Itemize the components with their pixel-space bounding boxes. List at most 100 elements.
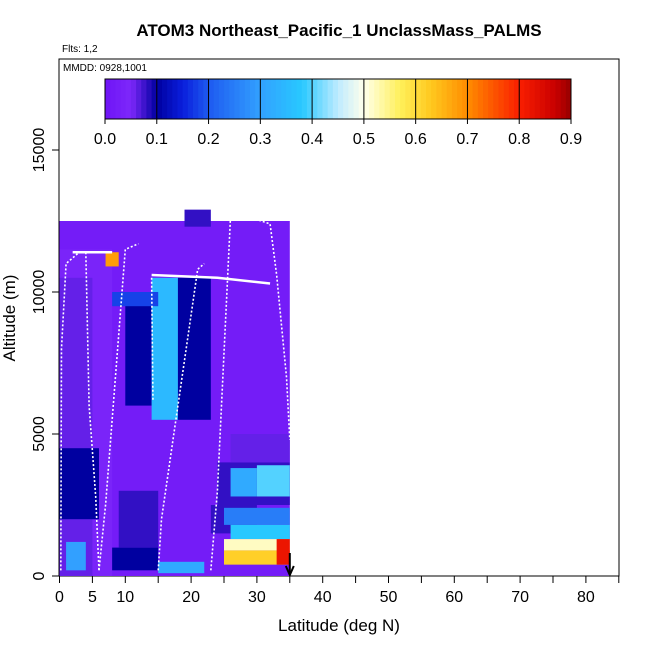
colorbar-segment: [508, 79, 515, 119]
colorbar-segment: [343, 79, 349, 119]
colorbar-segment: [146, 79, 153, 119]
colorbar-segment: [415, 79, 422, 119]
heatmap-cell: [230, 524, 290, 540]
colorbar-segment: [177, 79, 184, 119]
colorbar-segment: [198, 79, 204, 119]
colorbar-segment: [105, 79, 111, 119]
colorbar-segment: [120, 79, 127, 119]
heatmap-cell: [184, 209, 211, 227]
colorbar-segment: [555, 79, 562, 119]
colorbar-segment: [110, 79, 116, 119]
colorbar-segment: [394, 79, 401, 119]
latitude-arrow: [284, 553, 295, 578]
x-axis-label: Latitude (deg N): [278, 616, 400, 635]
colorbar-segment: [560, 79, 567, 119]
heatmap-cell: [105, 252, 119, 267]
flight-track: [151, 273, 271, 285]
y-axis-label: Altitude (m): [0, 275, 19, 362]
heatmap-cell: [224, 550, 290, 565]
colorbar-segment: [234, 79, 241, 119]
colorbar-tick-label: 0.7: [456, 131, 478, 148]
colorbar-segment: [353, 79, 360, 119]
colorbar-segment: [296, 79, 303, 119]
y-tick-label: 15000: [31, 128, 48, 173]
colorbar-segment: [306, 79, 313, 119]
colorbar-segment: [286, 79, 292, 119]
x-tick-label: 80: [577, 589, 595, 606]
colorbar-segment: [498, 79, 505, 119]
colorbar-segment: [550, 79, 556, 119]
colorbar-segment: [441, 79, 448, 119]
chart-title: ATOM3 Northeast_Pacific_1 UnclassMass_PA…: [136, 21, 541, 40]
colorbar-segment: [301, 79, 308, 119]
colorbar-segment: [291, 79, 298, 119]
colorbar-segment: [358, 79, 365, 119]
colorbar: [104, 78, 572, 120]
colorbar-segment: [482, 79, 489, 119]
colorbar-segment: [457, 79, 463, 119]
colorbar-segment: [420, 79, 427, 119]
colorbar-segment: [431, 79, 437, 119]
colorbar-segment: [161, 79, 168, 119]
colorbar-segment: [239, 79, 246, 119]
colorbar-segment: [472, 79, 479, 119]
colorbar-segment: [270, 79, 277, 119]
x-tick-label: 0: [55, 589, 64, 606]
colorbar-segment: [426, 79, 432, 119]
colorbar-segment: [524, 79, 531, 119]
heatmap-cell: [224, 507, 290, 525]
colorbar-segment: [477, 79, 484, 119]
flights-label: Flts: 1,2: [62, 44, 98, 55]
colorbar-segment: [312, 79, 318, 119]
colorbar-segment: [451, 79, 458, 119]
colorbar-segment: [136, 79, 142, 119]
x-tick-label: 70: [511, 589, 529, 606]
colorbar-segment: [436, 79, 443, 119]
colorbar-segment: [369, 79, 375, 119]
colorbar-segment: [327, 79, 334, 119]
flight-track: [98, 242, 139, 571]
colorbar-segment: [275, 79, 282, 119]
heatmap-cell: [224, 539, 290, 551]
colorbar-segment: [172, 79, 178, 119]
y-tick-label: 10000: [31, 270, 48, 315]
colorbar-segment: [389, 79, 396, 119]
heatmap-cell: [112, 547, 159, 571]
colorbar-segment: [255, 79, 261, 119]
colorbar-tick-label: 0.4: [301, 131, 323, 148]
colorbar-segment: [224, 79, 230, 119]
colorbar-segment: [462, 79, 468, 119]
x-tick-label: 10: [116, 589, 134, 606]
colorbar-segment: [125, 79, 132, 119]
y-tick-label: 5000: [31, 416, 48, 452]
x-tick-label: 30: [248, 589, 266, 606]
y-tick-label: 0: [31, 571, 48, 580]
flight-track: [150, 277, 154, 400]
x-axis: 0 5 10 20 30 40 50 60 70 80: [55, 576, 620, 606]
heatmap-cell: [276, 539, 290, 565]
colorbar-tick-label: 0.3: [249, 131, 271, 148]
colorbar-segment: [384, 79, 391, 119]
colorbar-segment: [400, 79, 406, 119]
colorbar-segment: [193, 79, 199, 119]
colorbar-segment: [467, 79, 474, 119]
colorbar-segment: [534, 79, 541, 119]
heatmap-cell: [230, 434, 290, 463]
colorbar-segment: [514, 79, 520, 119]
colorbar-segment: [208, 79, 215, 119]
colorbar-segment: [130, 79, 137, 119]
flight-tracks: [60, 214, 291, 571]
colorbar-segment: [229, 79, 235, 119]
colorbar-segment: [410, 79, 417, 119]
x-tick-label: 50: [380, 589, 398, 606]
colorbar-tick-label: 0.8: [508, 131, 530, 148]
colorbar-segment: [332, 79, 339, 119]
colorbar-segment: [213, 79, 220, 119]
flight-track: [157, 262, 205, 571]
colorbar-tick-label: 0.1: [146, 131, 168, 148]
heatmap-cell: [158, 561, 205, 574]
colorbar-segment: [529, 79, 536, 119]
colorbar-segment: [519, 79, 525, 119]
flight-track: [85, 252, 100, 571]
